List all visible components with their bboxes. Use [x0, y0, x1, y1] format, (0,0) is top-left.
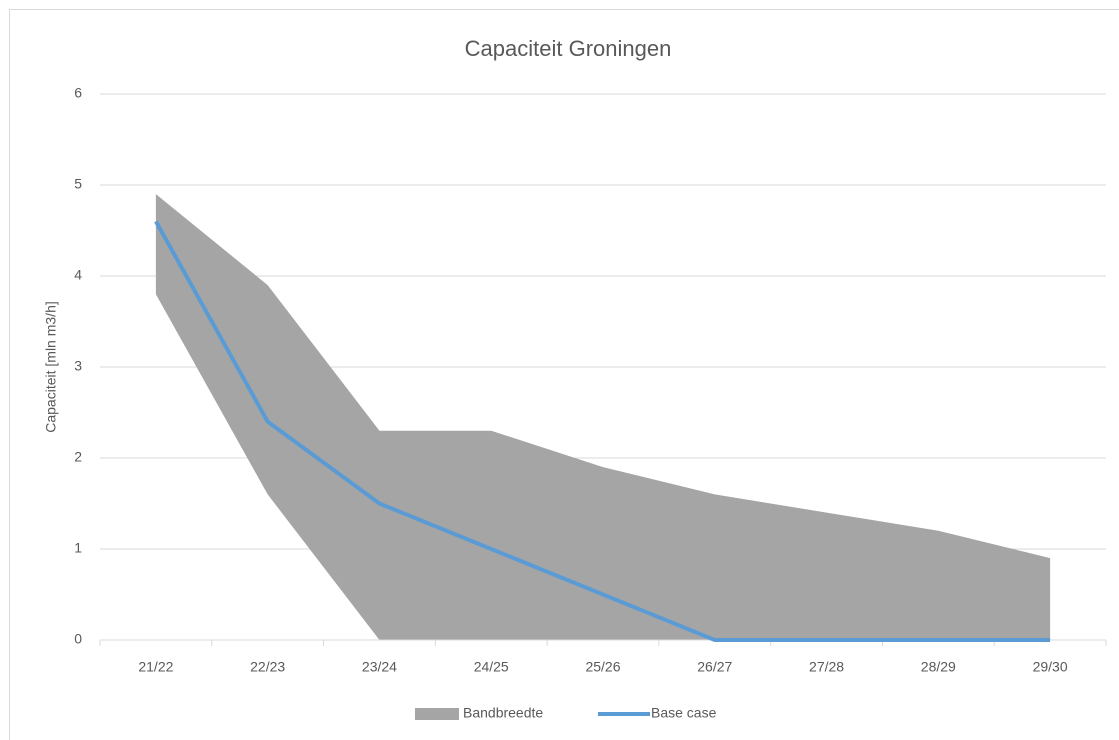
x-tick-label: 26/27: [697, 659, 732, 675]
legend-swatch: [415, 708, 459, 720]
x-tick-label: 23/24: [362, 659, 397, 675]
y-tick-label: 2: [74, 449, 82, 465]
x-tick-label: 25/26: [585, 659, 620, 675]
band-area: [155, 194, 1051, 640]
x-tick-label: 29/30: [1033, 659, 1068, 675]
y-tick-label: 6: [74, 85, 82, 101]
x-tick-label: 24/25: [474, 659, 509, 675]
chart-title: Capaciteit Groningen: [465, 36, 672, 61]
x-tick-label: 28/29: [921, 659, 956, 675]
y-tick-label: 3: [74, 358, 82, 374]
y-axis-label: Capaciteit [mln m3/h]: [43, 301, 59, 433]
y-tick-label: 4: [74, 267, 82, 283]
y-tick-label: 1: [74, 540, 82, 556]
y-tick-label: 0: [74, 631, 82, 647]
legend-label: Bandbreedte: [463, 705, 543, 721]
x-tick-label: 27/28: [809, 659, 844, 675]
x-tick-label: 21/22: [138, 659, 173, 675]
y-tick-label: 5: [74, 176, 82, 192]
x-tick-label: 22/23: [250, 659, 285, 675]
legend-label: Base case: [651, 705, 717, 721]
line: [154, 220, 1051, 642]
